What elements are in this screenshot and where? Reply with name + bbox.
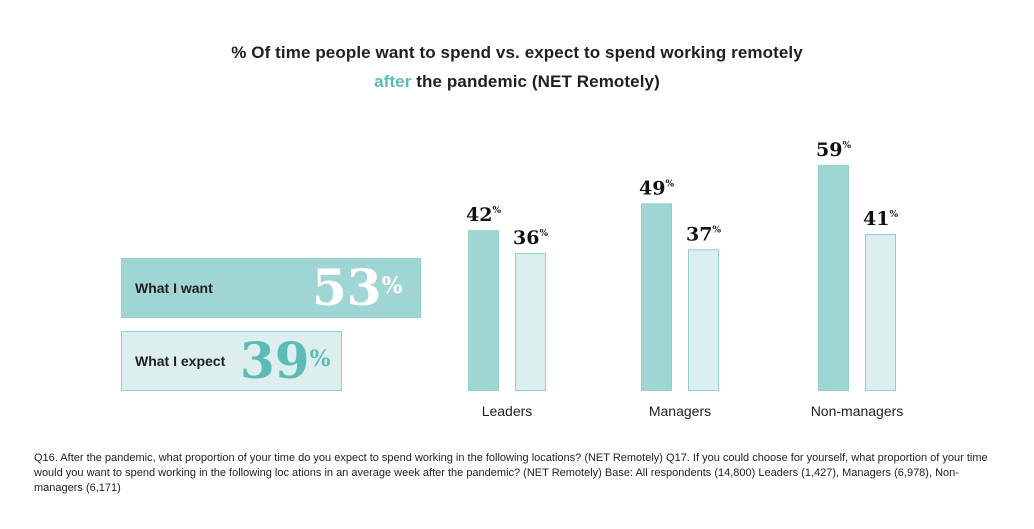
summary-expect-box: What I expect 39% xyxy=(121,331,342,391)
summary-expect-label: What I expect xyxy=(135,353,226,369)
summary-want-box: What I want 53% xyxy=(121,258,421,318)
summary-expect-value: 39% xyxy=(240,331,331,390)
category-label: Managers xyxy=(649,403,711,419)
title-rest: the pandemic (NET Remotely) xyxy=(411,72,660,91)
bar-non-managers-expect xyxy=(865,233,896,391)
bar-value-label: 59% xyxy=(816,139,851,161)
category-label: Leaders xyxy=(482,403,533,419)
chart-title-line-1: % Of time people want to spend vs. expec… xyxy=(231,43,803,62)
summary-want-label: What I want xyxy=(135,280,213,296)
chart-title-line-2: after the pandemic (NET Remotely) xyxy=(0,72,1034,92)
bar-leaders-want xyxy=(468,230,499,391)
category-label: Non-managers xyxy=(811,403,904,419)
bar-value-label: 36% xyxy=(513,227,548,249)
bar-managers-expect xyxy=(688,249,719,391)
bar-value-label: 37% xyxy=(686,223,721,245)
bar-non-managers-want xyxy=(818,165,849,391)
bar-managers-want xyxy=(641,203,672,391)
bar-leaders-expect xyxy=(515,253,546,391)
summary-want-value: 53% xyxy=(312,258,403,317)
footnote: Q16. After the pandemic, what proportion… xyxy=(34,452,988,494)
title-accent-word: after xyxy=(374,72,412,91)
bar-value-label: 41% xyxy=(863,208,898,230)
bar-value-label: 42% xyxy=(466,204,501,226)
bar-value-label: 49% xyxy=(639,177,674,199)
